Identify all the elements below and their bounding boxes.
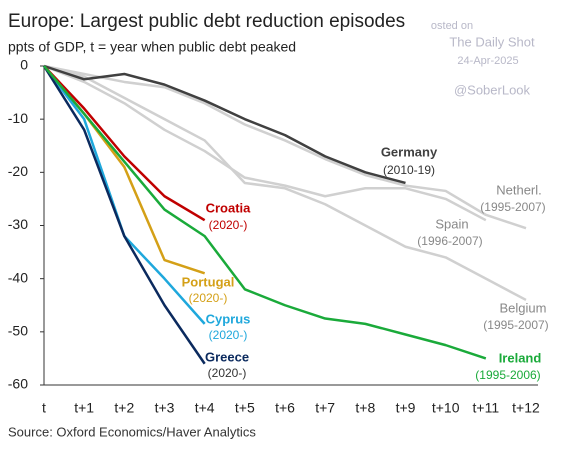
x-tick-label: t+10 xyxy=(432,400,460,416)
series-label: Netherl. xyxy=(496,182,542,197)
x-tick-label: t+1 xyxy=(74,400,94,416)
series-line xyxy=(43,65,206,222)
x-tick-label: t+7 xyxy=(315,400,335,416)
watermark: 24-Apr-2025 xyxy=(457,55,518,67)
x-tick-label: t+5 xyxy=(235,400,255,416)
watermark: The Daily Shot xyxy=(449,34,535,49)
y-tick-label: -60 xyxy=(8,376,28,392)
x-tick-label: t+2 xyxy=(114,400,134,416)
series-period: (2020-) xyxy=(209,328,248,342)
series-label: Germany xyxy=(381,144,438,159)
series-period: (1996-2007) xyxy=(417,234,482,248)
x-tick-label: t+3 xyxy=(155,400,175,416)
series-period: (2010-19) xyxy=(383,163,435,177)
x-tick-label: t+4 xyxy=(195,400,215,416)
x-tick-label: t+12 xyxy=(512,400,540,416)
series-period: (2020-) xyxy=(208,366,247,380)
x-tick-label: t+11 xyxy=(473,400,500,416)
series-period: (1995-2007) xyxy=(480,200,545,214)
series-period: (1995-2006) xyxy=(475,368,540,382)
x-tick-label: t xyxy=(42,400,46,416)
watermark: osted on xyxy=(431,20,473,32)
y-tick-label: -10 xyxy=(8,110,28,126)
series-label: Spain xyxy=(435,216,468,231)
x-tick-label: t+9 xyxy=(396,400,416,416)
y-tick-label: -30 xyxy=(8,216,28,232)
series-line xyxy=(43,65,487,360)
series-line xyxy=(43,64,527,302)
y-tick-label: -20 xyxy=(8,163,28,179)
source: Source: Oxford Economics/Haver Analytics xyxy=(8,424,256,439)
y-tick-label: 0 xyxy=(20,57,28,73)
series-label: Belgium xyxy=(500,300,547,315)
series-period: (2020-) xyxy=(209,218,248,232)
series-label: Ireland xyxy=(499,350,542,365)
series-line xyxy=(42,65,206,365)
x-tick-label: t+8 xyxy=(355,400,375,416)
series-period: (2020-) xyxy=(189,291,228,305)
y-tick-label: -50 xyxy=(8,323,28,339)
series-period: (1995-2007) xyxy=(483,318,548,332)
series-line xyxy=(43,64,527,230)
series-label: Portugal xyxy=(182,274,235,289)
series-line xyxy=(43,64,487,222)
y-tick-label: -40 xyxy=(8,269,28,285)
chart-subtitle: ppts of GDP, t = year when public debt p… xyxy=(8,39,296,55)
x-tick-label: t+6 xyxy=(275,400,295,416)
chart-title: Europe: Largest public debt reduction ep… xyxy=(8,11,405,32)
series-label: Croatia xyxy=(206,200,252,215)
series-label: Greece xyxy=(205,349,249,364)
series-label: Cyprus xyxy=(206,311,251,326)
series-line xyxy=(43,64,406,185)
watermark: @SoberLook xyxy=(454,82,531,97)
